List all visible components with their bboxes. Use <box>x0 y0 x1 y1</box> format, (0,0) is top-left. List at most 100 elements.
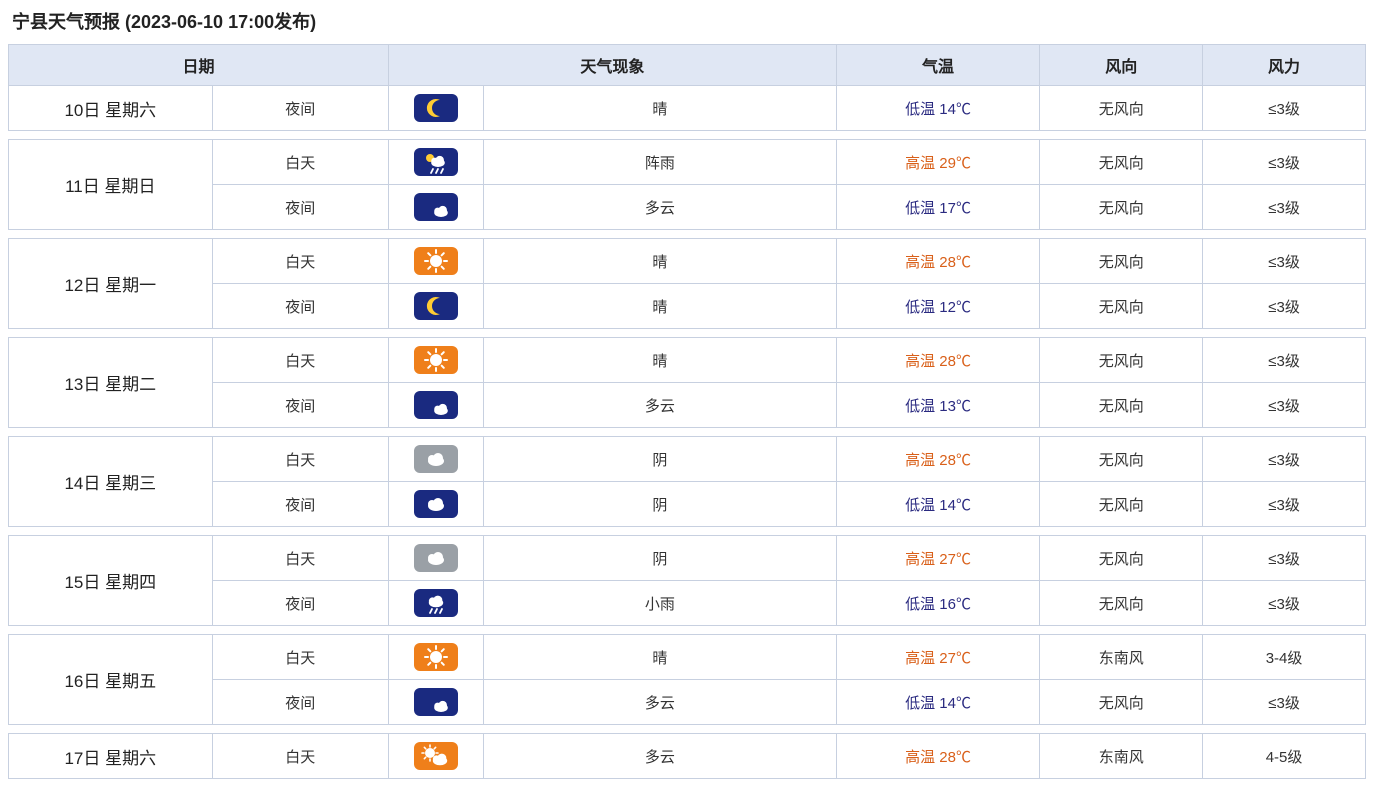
weather-icon <box>388 734 483 779</box>
header-date: 日期 <box>9 45 389 86</box>
period-cell: 夜间 <box>212 680 388 725</box>
condition-cell: 小雨 <box>483 581 836 626</box>
temp-cell: 高温 29℃ <box>836 140 1040 185</box>
wind-scale-cell: ≤3级 <box>1203 140 1366 185</box>
date-cell: 17日 星期六 <box>9 734 213 779</box>
wind-scale-cell: ≤3级 <box>1203 680 1366 725</box>
forecast-row: 夜间 多云低温 14℃无风向≤3级 <box>9 680 1366 725</box>
temp-cell: 低温 13℃ <box>836 383 1040 428</box>
date-cell: 16日 星期五 <box>9 635 213 725</box>
condition-cell: 阴 <box>483 536 836 581</box>
forecast-day-table: 16日 星期五白天 晴高温 27℃东南风3-4级夜间 多云低温 14℃无风向≤3… <box>8 634 1366 725</box>
weather-icon <box>388 140 483 185</box>
temp-cell: 高温 28℃ <box>836 239 1040 284</box>
weather-icon <box>388 338 483 383</box>
weather-icon <box>388 581 483 626</box>
condition-cell: 晴 <box>483 338 836 383</box>
forecast-row: 12日 星期一白天 晴高温 28℃无风向≤3级 <box>9 239 1366 284</box>
weather-icon <box>388 482 483 527</box>
wind-scale-cell: ≤3级 <box>1203 284 1366 329</box>
wind-scale-cell: ≤3级 <box>1203 581 1366 626</box>
weather-icon <box>388 239 483 284</box>
period-cell: 白天 <box>212 338 388 383</box>
temp-cell: 低温 14℃ <box>836 482 1040 527</box>
forecast-container: 日期 天气现象 气温 风向 风力 10日 星期六夜间 晴低温 14℃无风向≤3级… <box>8 44 1366 779</box>
period-cell: 白天 <box>212 635 388 680</box>
period-cell: 白天 <box>212 239 388 284</box>
forecast-day-table: 12日 星期一白天 晴高温 28℃无风向≤3级夜间 晴低温 12℃无风向≤3级 <box>8 238 1366 329</box>
wind-scale-cell: ≤3级 <box>1203 482 1366 527</box>
wind-scale-cell: 4-5级 <box>1203 734 1366 779</box>
forecast-row: 夜间 多云低温 13℃无风向≤3级 <box>9 383 1366 428</box>
wind-dir-cell: 无风向 <box>1040 338 1203 383</box>
period-cell: 白天 <box>212 437 388 482</box>
wind-dir-cell: 无风向 <box>1040 86 1203 131</box>
header-row: 日期 天气现象 气温 风向 风力 <box>9 45 1366 86</box>
wind-dir-cell: 无风向 <box>1040 383 1203 428</box>
weather-icon <box>388 680 483 725</box>
temp-cell: 高温 28℃ <box>836 437 1040 482</box>
period-cell: 夜间 <box>212 86 388 131</box>
wind-scale-cell: ≤3级 <box>1203 383 1366 428</box>
wind-scale-cell: ≤3级 <box>1203 338 1366 383</box>
period-cell: 白天 <box>212 536 388 581</box>
wind-dir-cell: 无风向 <box>1040 536 1203 581</box>
weather-icon <box>388 185 483 230</box>
date-cell: 10日 星期六 <box>9 86 213 131</box>
wind-dir-cell: 无风向 <box>1040 437 1203 482</box>
condition-cell: 阵雨 <box>483 140 836 185</box>
wind-dir-cell: 东南风 <box>1040 734 1203 779</box>
date-cell: 14日 星期三 <box>9 437 213 527</box>
date-cell: 15日 星期四 <box>9 536 213 626</box>
date-cell: 11日 星期日 <box>9 140 213 230</box>
condition-cell: 多云 <box>483 383 836 428</box>
temp-cell: 高温 27℃ <box>836 635 1040 680</box>
forecast-row: 13日 星期二白天 晴高温 28℃无风向≤3级 <box>9 338 1366 383</box>
forecast-day-table: 11日 星期日白天 阵雨高温 29℃无风向≤3级夜间 多云低温 17℃无风向≤3… <box>8 139 1366 230</box>
weather-icon <box>388 383 483 428</box>
wind-scale-cell: ≤3级 <box>1203 185 1366 230</box>
header-wind-dir: 风向 <box>1040 45 1203 86</box>
temp-cell: 低温 14℃ <box>836 86 1040 131</box>
forecast-row: 夜间 小雨低温 16℃无风向≤3级 <box>9 581 1366 626</box>
header-weather: 天气现象 <box>388 45 836 86</box>
date-cell: 13日 星期二 <box>9 338 213 428</box>
temp-cell: 低温 12℃ <box>836 284 1040 329</box>
wind-dir-cell: 无风向 <box>1040 239 1203 284</box>
wind-scale-cell: ≤3级 <box>1203 86 1366 131</box>
forecast-row: 10日 星期六夜间 晴低温 14℃无风向≤3级 <box>9 86 1366 131</box>
condition-cell: 多云 <box>483 734 836 779</box>
weather-icon <box>388 536 483 581</box>
weather-icon <box>388 86 483 131</box>
wind-dir-cell: 无风向 <box>1040 284 1203 329</box>
wind-scale-cell: 3-4级 <box>1203 635 1366 680</box>
condition-cell: 晴 <box>483 284 836 329</box>
condition-cell: 多云 <box>483 185 836 230</box>
forecast-row: 夜间 多云低温 17℃无风向≤3级 <box>9 185 1366 230</box>
temp-cell: 高温 27℃ <box>836 536 1040 581</box>
forecast-row: 夜间 阴低温 14℃无风向≤3级 <box>9 482 1366 527</box>
header-wind-scale: 风力 <box>1203 45 1366 86</box>
forecast-day-table: 13日 星期二白天 晴高温 28℃无风向≤3级夜间 多云低温 13℃无风向≤3级 <box>8 337 1366 428</box>
period-cell: 夜间 <box>212 185 388 230</box>
wind-dir-cell: 无风向 <box>1040 482 1203 527</box>
weather-icon <box>388 437 483 482</box>
temp-cell: 高温 28℃ <box>836 734 1040 779</box>
wind-dir-cell: 无风向 <box>1040 680 1203 725</box>
condition-cell: 晴 <box>483 86 836 131</box>
forecast-day-table: 14日 星期三白天 阴高温 28℃无风向≤3级夜间 阴低温 14℃无风向≤3级 <box>8 436 1366 527</box>
period-cell: 白天 <box>212 734 388 779</box>
period-cell: 夜间 <box>212 284 388 329</box>
weather-icon <box>388 635 483 680</box>
wind-dir-cell: 无风向 <box>1040 581 1203 626</box>
forecast-row: 15日 星期四白天 阴高温 27℃无风向≤3级 <box>9 536 1366 581</box>
wind-scale-cell: ≤3级 <box>1203 437 1366 482</box>
header-temp: 气温 <box>836 45 1040 86</box>
condition-cell: 阴 <box>483 482 836 527</box>
temp-cell: 低温 17℃ <box>836 185 1040 230</box>
page-title: 宁县天气预报 (2023-06-10 17:00发布) <box>12 8 1366 34</box>
condition-cell: 晴 <box>483 635 836 680</box>
wind-dir-cell: 无风向 <box>1040 185 1203 230</box>
wind-dir-cell: 无风向 <box>1040 140 1203 185</box>
period-cell: 夜间 <box>212 581 388 626</box>
